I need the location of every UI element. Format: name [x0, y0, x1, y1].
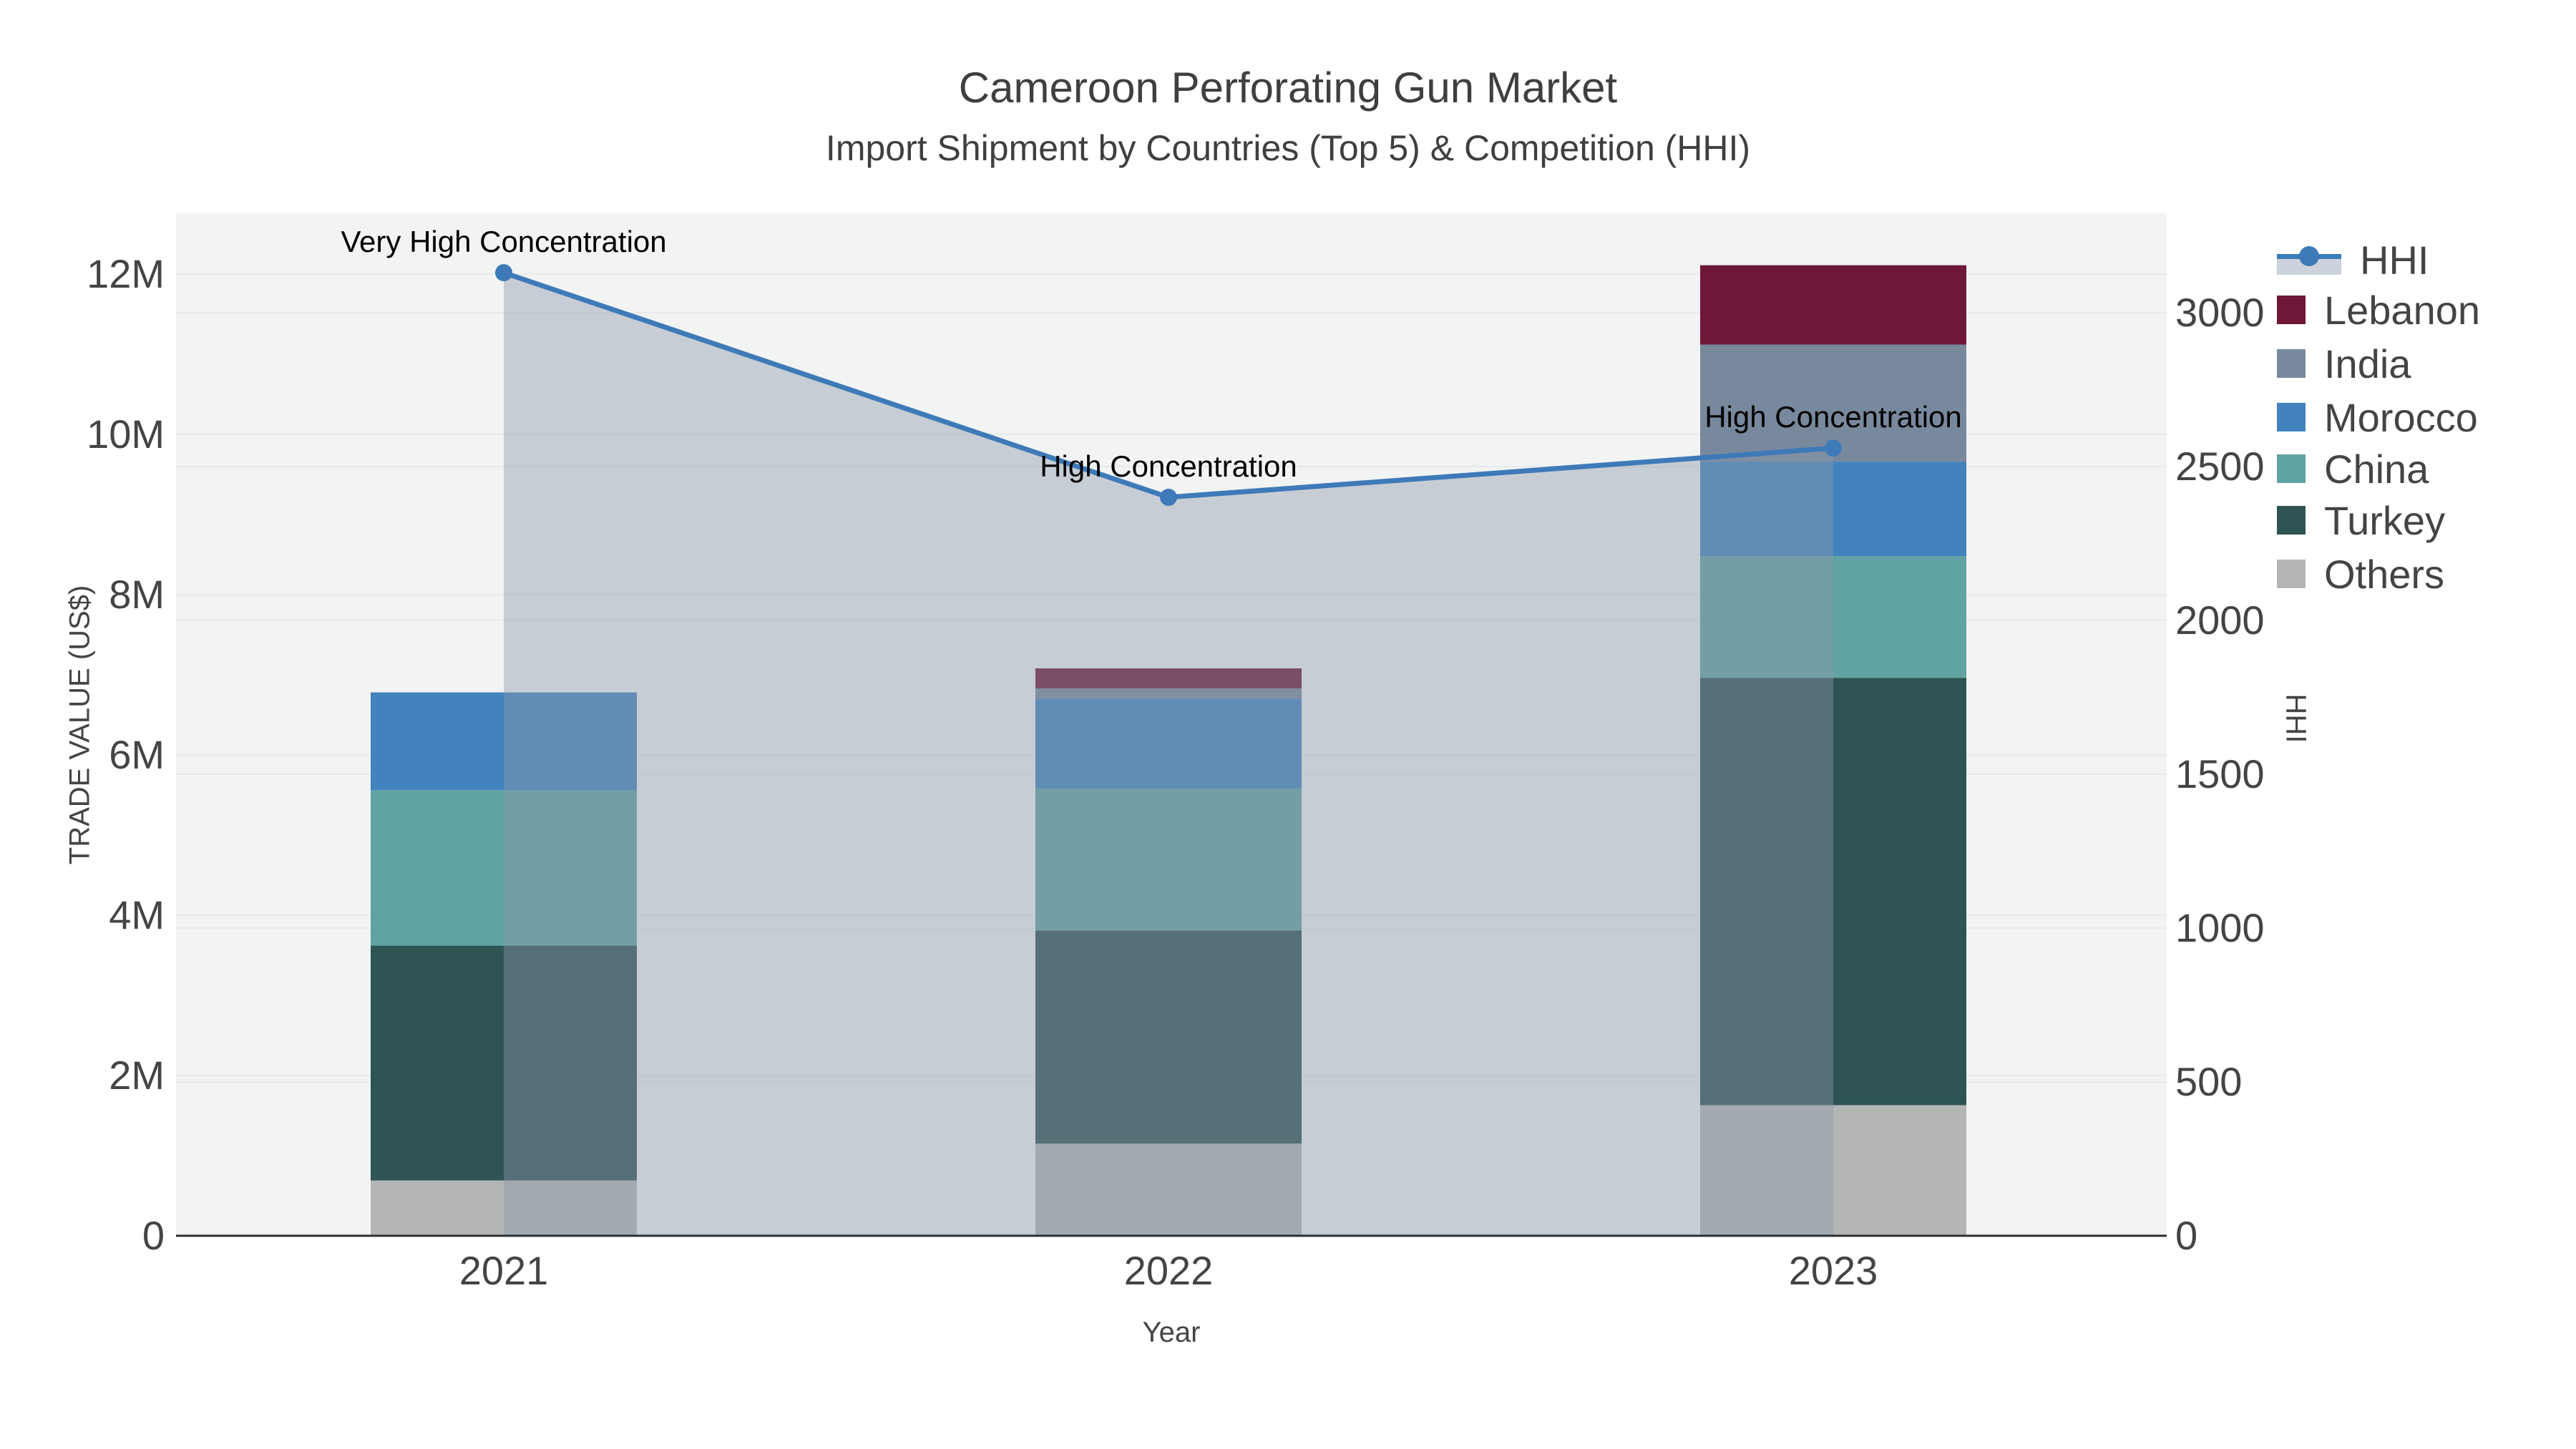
ytick-left-4M: 4M [109, 892, 165, 937]
bar-segment-china-2021 [371, 790, 637, 946]
yaxis-right-title: HHI [2280, 693, 2312, 743]
ytick-right-0: 0 [2175, 1213, 2198, 1258]
legend-item-others[interactable]: Others [2277, 550, 2444, 598]
ytick-right-3000: 3000 [2175, 290, 2265, 335]
xaxis-title: Year [1142, 1317, 1201, 1348]
chart-subtitle: Import Shipment by Countries (Top 5) & C… [825, 128, 1751, 168]
bar-segment-turkey-2023 [1700, 678, 1966, 1106]
ytick-right-1500: 1500 [2175, 751, 2265, 796]
annotation-2022: High Concentration [1040, 449, 1297, 483]
annotation-2021: Very High Concentration [341, 225, 667, 259]
bar-segment-china-2022 [1035, 789, 1302, 931]
legend-item-morocco[interactable]: Morocco [2277, 393, 2478, 441]
hhi-area-fill [504, 273, 1833, 1236]
bar-segment-morocco-2022 [1035, 698, 1302, 789]
turkey-swatch-icon [2277, 506, 2306, 535]
legend-label: China [2324, 446, 2429, 492]
legend-label: India [2324, 341, 2411, 386]
ytick-right-2000: 2000 [2175, 597, 2265, 643]
legend: HHI Lebanon India Morocco China Turkey O… [2267, 235, 2576, 658]
bar-segment-china-2023 [1700, 556, 1966, 678]
legend-label: Morocco [2324, 394, 2478, 440]
bar-segment-turkey-2022 [1035, 930, 1302, 1144]
ytick-right-2500: 2500 [2175, 444, 2265, 489]
legend-label: Turkey [2324, 497, 2446, 543]
ytick-left-8M: 8M [109, 572, 165, 617]
bar-segment-morocco-2023 [1700, 462, 1966, 557]
lebanon-swatch-icon [2277, 296, 2306, 324]
ytick-right-1000: 1000 [2175, 905, 2265, 950]
bar-segment-others-2021 [371, 1180, 637, 1236]
morocco-swatch-icon [2277, 403, 2306, 431]
legend-label: Lebanon [2324, 287, 2481, 333]
bar-segment-others-2022 [1035, 1143, 1302, 1236]
bar-segment-india-2022 [1035, 688, 1302, 699]
ytick-left-6M: 6M [109, 732, 165, 777]
legend-item-china[interactable]: China [2277, 444, 2429, 493]
xtick-2021: 2021 [459, 1248, 549, 1293]
bar-segment-lebanon-2022 [1035, 668, 1302, 689]
hhi-marker-2022 [1160, 489, 1177, 506]
hhi-marker-2023 [1825, 439, 1842, 457]
china-swatch-icon [2277, 454, 2306, 483]
india-swatch-icon [2277, 349, 2306, 378]
hhi-marker-2021 [495, 264, 512, 282]
legend-item-india[interactable]: India [2277, 339, 2411, 388]
bar-segment-turkey-2021 [371, 945, 637, 1181]
legend-item-turkey[interactable]: Turkey [2277, 496, 2445, 545]
bar-segment-morocco-2021 [371, 692, 637, 791]
xtick-2023: 2023 [1788, 1248, 1878, 1293]
legend-label: Others [2324, 551, 2445, 597]
others-swatch-icon [2277, 560, 2306, 588]
legend-item-lebanon[interactable]: Lebanon [2277, 286, 2480, 334]
ytick-right-500: 500 [2175, 1059, 2243, 1104]
ytick-left-0: 0 [142, 1213, 165, 1258]
xtick-2022: 2022 [1123, 1248, 1214, 1293]
ytick-left-2M: 2M [109, 1053, 165, 1098]
yaxis-left-title: TRADE VALUE (US$) [64, 585, 96, 865]
annotation-2023: High Concentration [1704, 400, 1962, 434]
legend-item-hhi[interactable]: HHI [2277, 235, 2429, 284]
ytick-left-12M: 12M [87, 251, 165, 296]
bar-segment-others-2023 [1700, 1105, 1966, 1236]
chart-title: Cameroon Perforating Gun Market [958, 64, 1618, 112]
bar-segment-lebanon-2023 [1700, 265, 1966, 345]
hhi-line-icon [2277, 243, 2341, 276]
legend-label: HHI [2360, 237, 2429, 283]
ytick-left-10M: 10M [87, 411, 165, 457]
